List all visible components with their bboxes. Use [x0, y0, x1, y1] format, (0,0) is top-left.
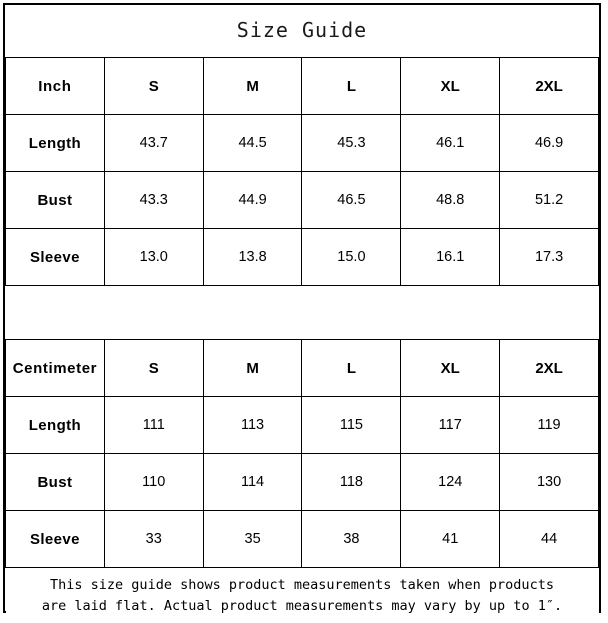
table-separator [6, 286, 599, 340]
inch-length-m: 44.5 [203, 115, 302, 172]
inch-sleeve-2xl: 17.3 [500, 229, 599, 286]
title-row: Size Guide [6, 5, 599, 58]
cm-length-s: 111 [104, 397, 203, 454]
table-row: Sleeve 13.0 13.8 15.0 16.1 17.3 [6, 229, 599, 286]
table-row: Length 111 113 115 117 119 [6, 397, 599, 454]
cm-row-label-length: Length [6, 397, 105, 454]
inch-unit-label: Inch [6, 58, 105, 115]
inch-bust-l: 46.5 [302, 172, 401, 229]
cm-length-xl: 117 [401, 397, 500, 454]
centimeter-unit-label: Centimeter [6, 340, 105, 397]
cm-size-header-s: S [104, 340, 203, 397]
size-guide-card: Size Guide Inch S M L XL 2XL Length 43.7… [3, 3, 601, 613]
footer-note-cell: This size guide shows product measuremen… [6, 568, 599, 623]
inch-length-xl: 46.1 [401, 115, 500, 172]
inch-sleeve-s: 13.0 [104, 229, 203, 286]
cm-bust-xl: 124 [401, 454, 500, 511]
table-row: Bust 110 114 118 124 130 [6, 454, 599, 511]
cm-sleeve-xl: 41 [401, 511, 500, 568]
cm-sleeve-2xl: 44 [500, 511, 599, 568]
footer-note: This size guide shows product measuremen… [6, 575, 599, 617]
table-row: Sleeve 33 35 38 41 44 [6, 511, 599, 568]
cm-bust-l: 118 [302, 454, 401, 511]
inch-row-label-bust: Bust [6, 172, 105, 229]
inch-header-row: Inch S M L XL 2XL [6, 58, 599, 115]
inch-sleeve-l: 15.0 [302, 229, 401, 286]
inch-sleeve-xl: 16.1 [401, 229, 500, 286]
cm-sleeve-s: 33 [104, 511, 203, 568]
table-row: Length 43.7 44.5 45.3 46.1 46.9 [6, 115, 599, 172]
inch-bust-m: 44.9 [203, 172, 302, 229]
inch-row-label-sleeve: Sleeve [6, 229, 105, 286]
inch-bust-xl: 48.8 [401, 172, 500, 229]
cm-row-label-sleeve: Sleeve [6, 511, 105, 568]
cm-sleeve-m: 35 [203, 511, 302, 568]
cm-bust-m: 114 [203, 454, 302, 511]
spacer-row [6, 286, 599, 340]
cm-length-2xl: 119 [500, 397, 599, 454]
title-cell: Size Guide [6, 5, 599, 58]
inch-row-label-length: Length [6, 115, 105, 172]
inch-size-header-l: L [302, 58, 401, 115]
centimeter-header-row: Centimeter S M L XL 2XL [6, 340, 599, 397]
cm-length-l: 115 [302, 397, 401, 454]
inch-length-l: 45.3 [302, 115, 401, 172]
inch-size-header-xl: XL [401, 58, 500, 115]
footer-row: This size guide shows product measuremen… [6, 568, 599, 623]
size-guide-table: Size Guide Inch S M L XL 2XL Length 43.7… [5, 5, 599, 623]
inch-size-header-m: M [203, 58, 302, 115]
page-title: Size Guide [237, 18, 367, 42]
cm-size-header-m: M [203, 340, 302, 397]
inch-bust-s: 43.3 [104, 172, 203, 229]
cm-size-header-2xl: 2XL [500, 340, 599, 397]
inch-size-header-s: S [104, 58, 203, 115]
cm-length-m: 113 [203, 397, 302, 454]
cm-sleeve-l: 38 [302, 511, 401, 568]
cm-row-label-bust: Bust [6, 454, 105, 511]
inch-length-s: 43.7 [104, 115, 203, 172]
inch-sleeve-m: 13.8 [203, 229, 302, 286]
cm-size-header-xl: XL [401, 340, 500, 397]
inch-size-header-2xl: 2XL [500, 58, 599, 115]
table-row: Bust 43.3 44.9 46.5 48.8 51.2 [6, 172, 599, 229]
cm-bust-s: 110 [104, 454, 203, 511]
inch-length-2xl: 46.9 [500, 115, 599, 172]
cm-size-header-l: L [302, 340, 401, 397]
cm-bust-2xl: 130 [500, 454, 599, 511]
inch-bust-2xl: 51.2 [500, 172, 599, 229]
